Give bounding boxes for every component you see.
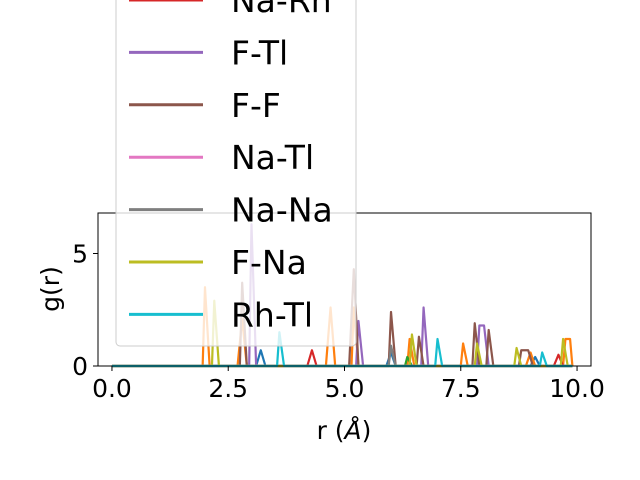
legend-label: Na-Rh xyxy=(231,0,332,20)
x-tick-label: 10.0 xyxy=(549,374,605,403)
y-axis-label: g(r) xyxy=(36,266,65,312)
x-tick-label: 0.0 xyxy=(92,374,132,403)
y-tick-label: 0 xyxy=(72,352,88,381)
legend-label: Na-Tl xyxy=(231,138,314,177)
legend-label: Rh-Tl xyxy=(231,295,313,334)
legend-label: Na-Na xyxy=(231,191,333,230)
series-line-1 xyxy=(111,349,573,368)
legend-label: F-F xyxy=(231,86,281,125)
x-axis: 0.0 2.5 5.0 7.5 10.0 xyxy=(92,366,605,403)
legend-label: F-Tl xyxy=(231,33,288,72)
legend-box xyxy=(115,0,357,347)
legend: Na-Rh F-Tl F-F Na-Tl Na-Na F-Na Rh-Tl xyxy=(115,0,357,347)
x-axis-label: r (Å) xyxy=(317,416,372,445)
x-tick-label: 2.5 xyxy=(208,374,248,403)
series-line-3 xyxy=(111,355,573,368)
x-tick-label: 7.5 xyxy=(441,374,481,403)
x-tick-label: 5.0 xyxy=(325,374,365,403)
series-line-8 xyxy=(111,344,573,368)
y-tick-label: 5 xyxy=(72,240,88,269)
series-line-4 xyxy=(111,349,573,368)
legend-label: F-Na xyxy=(231,243,307,282)
y-axis: 05 xyxy=(72,240,98,381)
